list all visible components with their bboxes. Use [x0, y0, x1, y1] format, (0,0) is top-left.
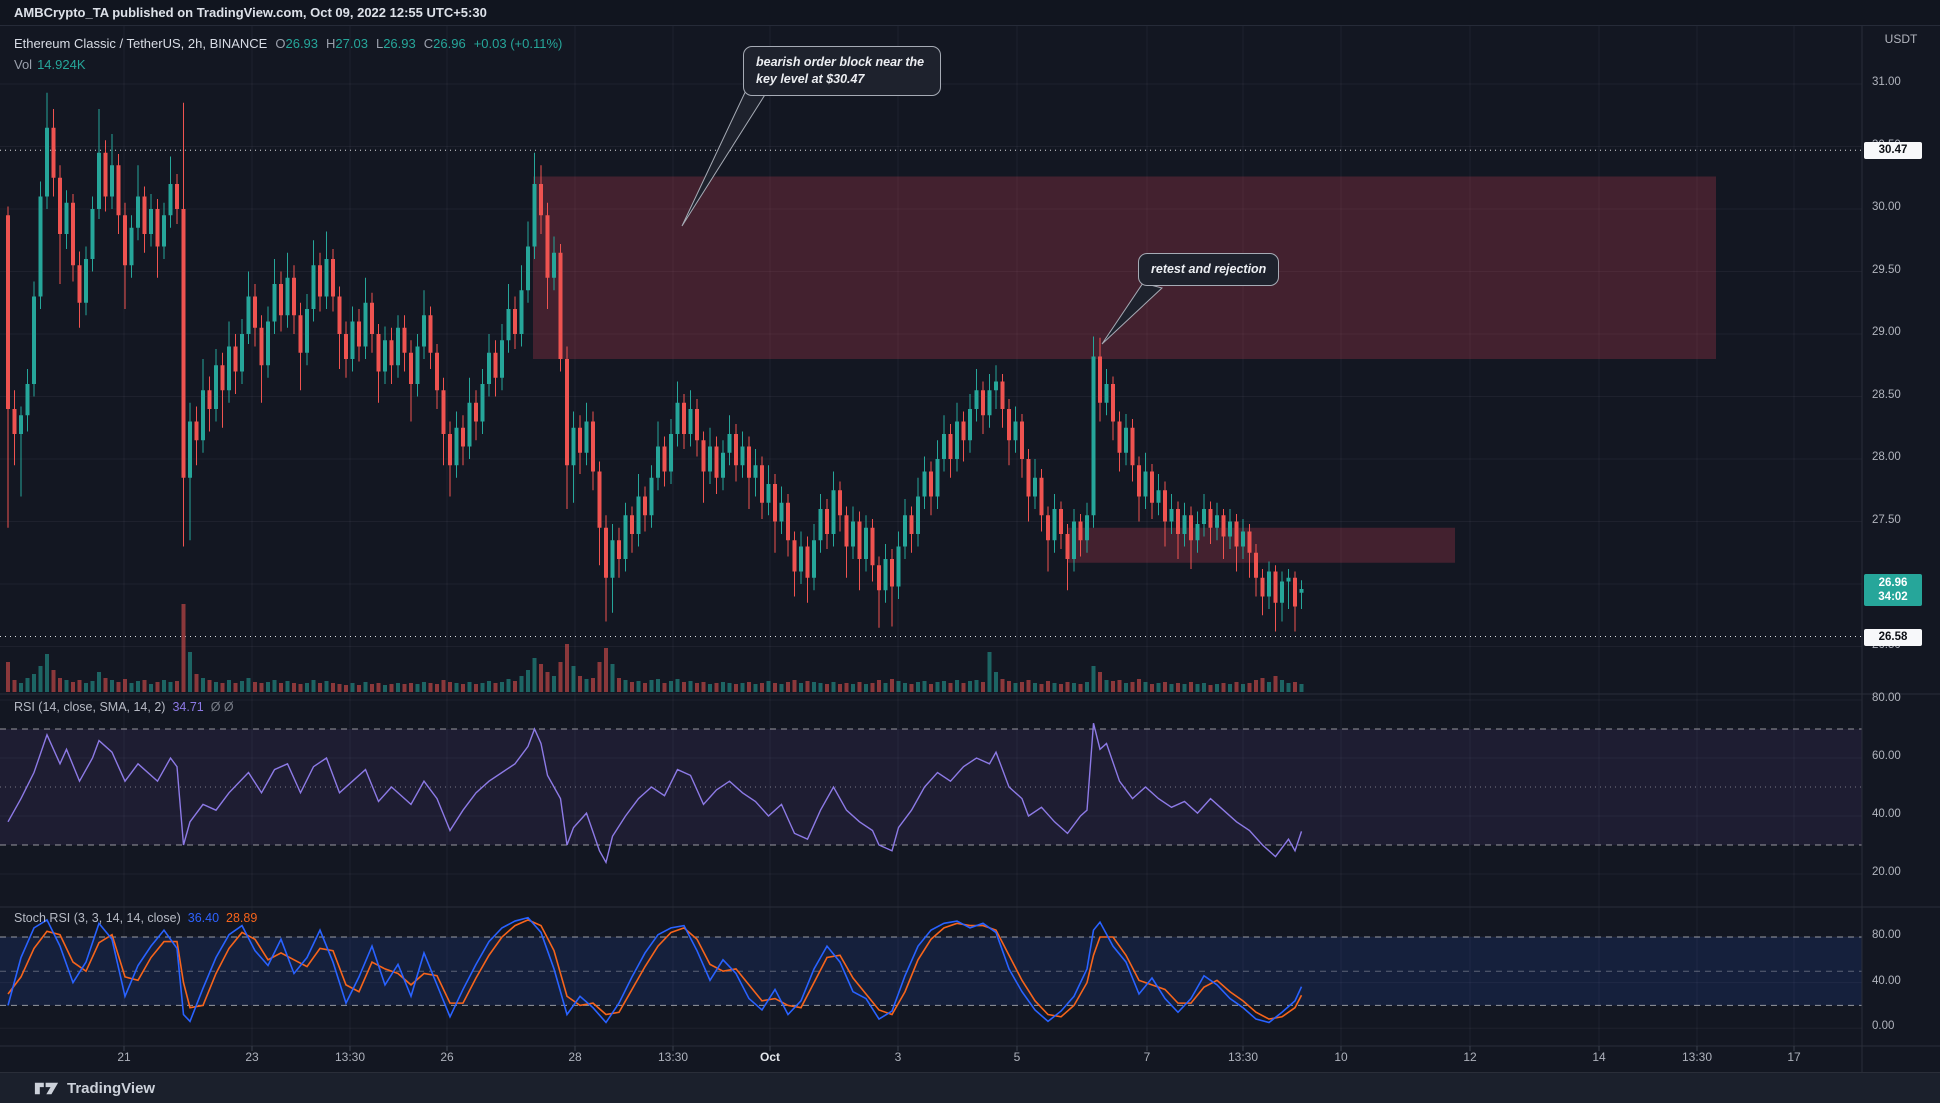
- ohlc-value: 27.03: [335, 36, 368, 51]
- ohlc-value: 26.93: [383, 36, 416, 51]
- footer-brand[interactable]: TradingView: [67, 1080, 156, 1097]
- publish-line: AMBCrypto_TA published on TradingView.co…: [14, 5, 487, 20]
- publish-info-bar: AMBCrypto_TA published on TradingView.co…: [0, 0, 1940, 26]
- tradingview-logo-icon[interactable]: [34, 1080, 59, 1097]
- chart-legend: Ethereum Classic / TetherUS, 2h, BINANCE…: [14, 33, 562, 75]
- annotation-retest-rejection[interactable]: retest and rejection: [1138, 253, 1280, 286]
- stoch-label[interactable]: Stoch RSI (3, 3, 14, 14, close): [14, 911, 181, 925]
- ohlc-value: 26.96: [433, 36, 466, 51]
- rsi-value: 34.71: [172, 700, 204, 714]
- upper-level-price-label: 30.47: [1864, 142, 1922, 159]
- ohlc-key: O: [275, 36, 286, 51]
- time-tick: 13:30: [1227, 1050, 1259, 1064]
- time-tick: 26: [440, 1050, 454, 1064]
- ohlc-values: O26.93 H27.03 L26.93 C26.96: [267, 36, 465, 51]
- price-tick: 29.00: [1872, 326, 1901, 338]
- ohlc-key: C: [423, 36, 434, 51]
- rsi-tick: 20.00: [1872, 866, 1901, 878]
- lower-level-price-label: 26.58: [1864, 629, 1922, 646]
- time-tick: 3: [894, 1050, 902, 1064]
- time-tick: 12: [1463, 1050, 1477, 1064]
- rsi-tick: 60.00: [1872, 750, 1901, 762]
- price-axis-currency: USDT: [1884, 32, 1918, 46]
- stoch-tick: 40.00: [1872, 974, 1901, 987]
- time-tick: 21: [117, 1050, 131, 1064]
- rsi-tick: 40.00: [1872, 808, 1901, 820]
- price-tick: 30.00: [1872, 201, 1901, 213]
- price-tick: 28.00: [1872, 451, 1901, 463]
- time-tick: 13:30: [334, 1050, 366, 1064]
- stoch-tick: 0.00: [1872, 1020, 1895, 1033]
- stoch-rsi-legend: Stoch RSI (3, 3, 14, 14, close) 36.40 28.8…: [14, 911, 257, 925]
- price-tick: 29.50: [1872, 263, 1901, 276]
- price-tick: 27.50: [1872, 513, 1901, 526]
- symbol-title[interactable]: Ethereum Classic / TetherUS, 2h, BINANCE: [14, 36, 268, 51]
- time-tick: 14: [1592, 1050, 1606, 1064]
- price-tick: 28.50: [1872, 388, 1901, 401]
- stoch-d-value: 28.89: [226, 911, 258, 925]
- last-price-value: 26.96: [1878, 577, 1908, 589]
- ohlc-key: H: [326, 36, 336, 51]
- rsi-tick: 80.00: [1872, 692, 1901, 704]
- time-tick: 10: [1334, 1050, 1348, 1064]
- time-tick: Oct: [759, 1050, 780, 1064]
- change-value: +0.03 (+0.11%): [473, 36, 563, 51]
- volume-label: Vol: [14, 57, 33, 72]
- bar-countdown: 34:02: [1878, 591, 1908, 603]
- ohlc-key: L: [375, 36, 384, 51]
- time-tick: 13:30: [657, 1050, 689, 1064]
- ohlc-value: 26.93: [285, 36, 319, 51]
- stoch-k-value: 36.40: [187, 911, 220, 925]
- last-price-label: 26.96 34:02: [1864, 574, 1922, 606]
- time-tick: 28: [568, 1050, 582, 1064]
- stoch-tick: 80.00: [1872, 929, 1901, 941]
- time-tick: 7: [1143, 1050, 1151, 1064]
- footer-bar: TradingView: [0, 1072, 1940, 1103]
- rsi-toggle-icons: Ø Ø: [210, 700, 234, 714]
- time-tick: 23: [245, 1050, 259, 1064]
- time-tick: 5: [1013, 1050, 1021, 1064]
- price-tick: 31.00: [1872, 76, 1901, 88]
- time-tick: 13:30: [1681, 1050, 1713, 1064]
- volume-value: 14.924K: [37, 57, 86, 72]
- rsi-legend: RSI (14, close, SMA, 14, 2) 34.71 Ø Ø: [14, 700, 234, 714]
- annotation-bearish-order-block[interactable]: bearish order block near the key level a…: [743, 46, 941, 96]
- rsi-label[interactable]: RSI (14, close, SMA, 14, 2): [14, 700, 166, 714]
- time-tick: 17: [1787, 1050, 1801, 1064]
